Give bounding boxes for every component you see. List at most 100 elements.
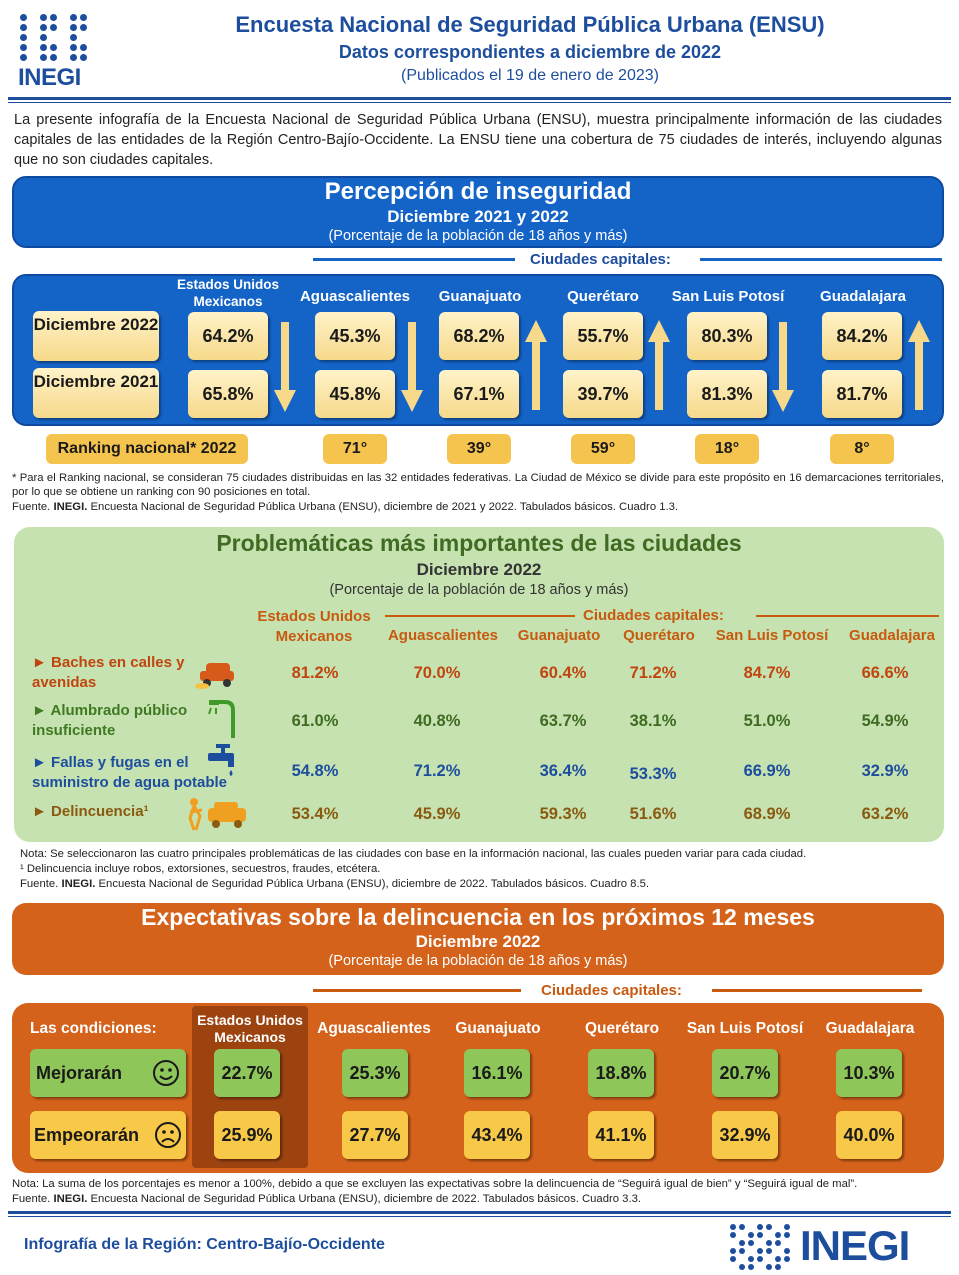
exp-header-guadalajara: Guadalajara	[825, 1020, 915, 1037]
row-label-2021: Diciembre 2021	[33, 368, 159, 418]
value-guanajuato-2021: 67.1%	[439, 370, 519, 418]
conditions-label: Las condiciones:	[30, 1020, 157, 1037]
prob-value: 40.8%	[413, 712, 461, 730]
value-aguascalientes-2021: 45.8%	[315, 370, 395, 418]
expectativas-banner: Expectativas sobre la delincuencia en lo…	[12, 903, 944, 975]
robbery-icon	[188, 798, 246, 831]
water-tap-icon	[208, 744, 234, 776]
empeoraran-value: 41.1%	[588, 1111, 654, 1159]
rank-san-luis-potosi: 18°	[695, 434, 759, 464]
mejoraran-value: 16.1%	[464, 1049, 530, 1097]
problematicas-panel	[14, 527, 944, 842]
divider-line	[313, 989, 521, 992]
problematicas-title: Problemáticas más importantes de las ciu…	[216, 530, 742, 556]
problematicas-cities-label: Ciudades capitales:	[583, 607, 724, 624]
divider-line	[313, 258, 515, 261]
arrow-up-icon	[648, 320, 670, 410]
col-header-san-luis-potosi: San Luis Potosí	[671, 288, 785, 305]
problem-label: Delincuencia¹	[51, 803, 149, 820]
problem-baches: ► Baches en calles y avenidas	[32, 653, 192, 693]
value-san-luis-potosi-2021: 81.3%	[687, 370, 767, 418]
empeoraran-label: Empeorarán	[30, 1111, 186, 1159]
divider-line	[700, 258, 942, 261]
prob-value: 60.4%	[539, 664, 587, 682]
empeoraran-value: 40.0%	[836, 1111, 902, 1159]
mejoraran-value: 22.7%	[214, 1049, 280, 1097]
problematicas-period: Diciembre 2022	[416, 560, 542, 579]
expectativas-cities-label: Ciudades capitales:	[541, 982, 682, 999]
prob-value: 66.9%	[743, 762, 791, 780]
page-subtitle: Datos correspondientes a diciembre de 20…	[338, 42, 722, 62]
prob-value: 71.2%	[413, 762, 461, 780]
expectativas-note: Nota: La suma de los porcentajes es meno…	[12, 1178, 858, 1190]
empeoraran-value: 43.4%	[464, 1111, 530, 1159]
play-icon: ►	[32, 702, 47, 719]
col-header-aguascalientes: Aguascalientes	[299, 288, 411, 305]
col-header-queretaro: Querétaro	[567, 288, 639, 305]
publication-date: (Publicados el 19 de enero de 2023)	[401, 67, 659, 84]
intro-text: La presente infografía de la Encuesta Na…	[14, 112, 942, 168]
prob-header-guadalajara: Guadalajara	[849, 627, 935, 644]
percepcion-banner: Percepción de inseguridad Diciembre 2021…	[12, 176, 944, 248]
logo-dots-icon	[20, 14, 96, 62]
mejoraran-value: 10.3%	[836, 1049, 902, 1097]
arrow-down-icon	[274, 322, 296, 412]
value-queretaro-2022: 55.7%	[563, 312, 643, 360]
empeoraran-value: 32.9%	[712, 1111, 778, 1159]
footer-inegi-logo: INEGI	[730, 1222, 940, 1272]
prob-value: 81.2%	[291, 664, 339, 682]
exp-header-eum: Estados Unidos Mexicanos	[197, 1012, 303, 1045]
empeoraran-value: 25.9%	[214, 1111, 280, 1159]
value-guadalajara-2021: 81.7%	[822, 370, 902, 418]
problematicas-unit: (Porcentaje de la población de 18 años y…	[329, 582, 629, 598]
prob-value: 84.7%	[743, 664, 791, 682]
play-icon: ►	[32, 754, 47, 771]
header-divider	[8, 97, 951, 100]
value-guadalajara-2022: 84.2%	[822, 312, 902, 360]
prob-value: 61.0%	[291, 712, 339, 730]
divider-line	[385, 615, 575, 617]
prob-value: 36.4%	[539, 762, 587, 780]
prob-header-san-luis-potosi: San Luis Potosí	[715, 627, 829, 644]
rank-guanajuato: 39°	[447, 434, 511, 464]
value-guanajuato-2022: 68.2%	[439, 312, 519, 360]
value-eum-2021: 65.8%	[188, 370, 268, 418]
percepcion-period: Diciembre 2021 y 2022	[387, 207, 569, 226]
smiley-happy-icon	[153, 1060, 179, 1086]
rank-aguascalientes: 71°	[323, 434, 387, 464]
col-header-eum: Estados Unidos Mexicanos	[176, 277, 279, 309]
rank-guadalajara: 8°	[830, 434, 894, 464]
value-queretaro-2021: 39.7%	[563, 370, 643, 418]
problem-alumbrado: ► Alumbrado público insuficiente	[32, 701, 212, 741]
exp-header-guanajuato: Guanajuato	[455, 1020, 541, 1037]
mejoraran-value: 18.8%	[588, 1049, 654, 1097]
percepcion-title: Percepción de inseguridad	[324, 178, 632, 205]
ranking-label: Ranking nacional* 2022	[46, 434, 248, 464]
problematicas-source: Fuente. INEGI. Encuesta Nacional de Segu…	[20, 878, 650, 890]
prob-header-queretaro: Querétaro	[623, 627, 695, 644]
exp-header-aguascalientes: Aguascalientes	[317, 1020, 431, 1037]
prob-header-aguascalientes: Aguascalientes	[387, 627, 499, 644]
prob-value: 68.9%	[743, 805, 791, 823]
problematicas-eum-header: Estados Unidos Mexicanos	[257, 608, 371, 645]
problem-agua: ► Fallas y fugas en el suministro de agu…	[32, 753, 267, 793]
page-title: Encuesta Nacional de Seguridad Pública U…	[235, 12, 825, 37]
value-aguascalientes-2022: 45.3%	[315, 312, 395, 360]
col-header-guanajuato: Guanajuato	[438, 288, 522, 305]
mejoraran-value: 20.7%	[712, 1049, 778, 1097]
problem-label: Alumbrado público insuficiente	[32, 702, 188, 739]
arrow-down-icon	[401, 322, 423, 412]
problem-label: Baches en calles y avenidas	[32, 654, 185, 691]
value-eum-2022: 64.2%	[188, 312, 268, 360]
prob-value: 53.3%	[629, 765, 677, 783]
street-light-icon	[208, 700, 235, 738]
rank-queretaro: 59°	[571, 434, 635, 464]
prob-value: 63.7%	[539, 712, 587, 730]
mejoraran-label: Mejorarán	[30, 1049, 186, 1097]
footer-title: Infografía de la Región: Centro-Bajío-Oc…	[24, 1236, 385, 1253]
arrow-down-icon	[772, 322, 794, 412]
col-header-guadalajara: Guadalajara	[820, 288, 906, 305]
prob-value: 70.0%	[413, 664, 461, 682]
problematicas-note: Nota: Se seleccionaron las cuatro princi…	[20, 848, 807, 860]
mejoraran-value: 25.3%	[342, 1049, 408, 1097]
